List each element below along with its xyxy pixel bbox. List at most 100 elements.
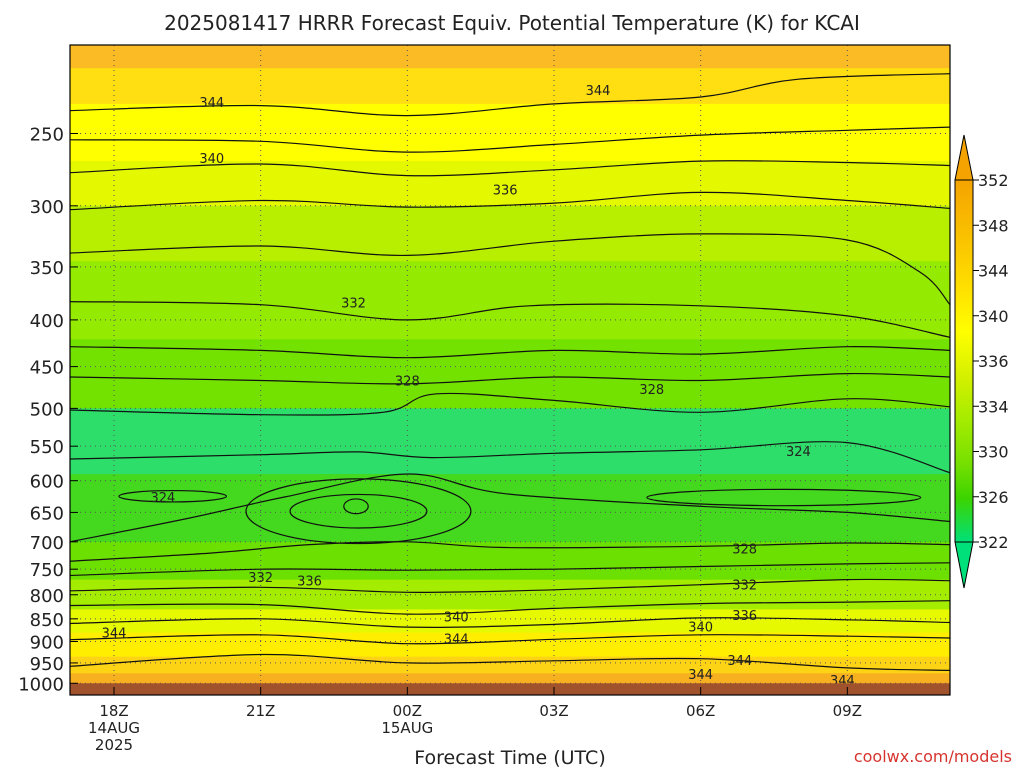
contour-line-1: [70, 126, 950, 153]
fill-band-6: [70, 339, 950, 409]
contour-label-11: 336: [297, 575, 322, 590]
closed-contour-2: [343, 498, 369, 515]
contour-label-6: 328: [639, 383, 664, 398]
contour-label-16: 344: [102, 627, 127, 642]
y-tick-label-950: 950: [30, 654, 64, 675]
closed-contour-3: [118, 489, 228, 503]
ground-surface: [70, 683, 950, 695]
contour-line-15: [70, 617, 950, 628]
y-tick-label-250: 250: [30, 124, 64, 145]
x-axis-label: Forecast Time (UTC): [414, 747, 605, 768]
colorbar: 352 348 344 340 336 334 330 326 322: [954, 134, 1009, 589]
contour-labels: 344 344 340 336 332 328 328 324 324 328 332 336 332 3…: [102, 84, 855, 689]
contour-label-1: 344: [199, 96, 224, 111]
contour-line-13: [70, 578, 950, 593]
y-tick-label-450: 450: [30, 358, 64, 379]
y-axis: 2503003504004505005506006507007508008509…: [18, 124, 78, 695]
colorbar-label-340: 340: [978, 307, 1009, 326]
fill-band-1: [70, 68, 950, 105]
credit-text: coolwx.com/models: [854, 747, 1012, 766]
colorbar-bottom-arrow: [954, 541, 974, 589]
x-tick-label-0-0: 18Z: [99, 702, 128, 720]
contour-label-0: 344: [586, 84, 611, 99]
contour-label-5: 328: [395, 374, 420, 389]
contour-label-17: 344: [444, 632, 469, 647]
y-tick-label-350: 350: [30, 258, 64, 279]
x-tick-label-0-2: 2025: [95, 736, 133, 754]
contour-label-2: 340: [199, 152, 224, 167]
contour-line-4: [70, 233, 950, 306]
x-tick-label-9-0: 03Z: [539, 702, 568, 720]
y-tick-label-700: 700: [30, 533, 64, 554]
colorbar-label-348: 348: [978, 216, 1009, 235]
x-tick-label-3-0: 21Z: [246, 702, 275, 720]
contour-label-19: 344: [688, 668, 713, 683]
colorbar-top-arrow: [954, 134, 974, 181]
contour-line-10: [70, 473, 950, 543]
contour-lines: [70, 73, 950, 671]
contour-line-3: [70, 191, 950, 211]
contour-label-12: 332: [732, 579, 757, 594]
colorbar-label-322: 322: [978, 533, 1009, 552]
contour-line-16: [70, 634, 950, 645]
chart-title: 2025081417 HRRR Forecast Equiv. Potentia…: [164, 11, 860, 35]
contour-label-9: 328: [732, 543, 757, 558]
contour-line-6: [70, 346, 950, 359]
contour-line-7: [70, 372, 950, 385]
y-tick-label-850: 850: [30, 610, 64, 631]
contour-line-9: [70, 441, 950, 474]
y-tick-label-750: 750: [30, 560, 64, 581]
closed-contour-4: [646, 488, 922, 507]
colorbar-label-326: 326: [978, 488, 1009, 507]
contour-label-4: 332: [341, 297, 366, 312]
colorbar-label-352: 352: [978, 171, 1009, 190]
contour-line-17: [70, 653, 950, 671]
fill-band-13: [70, 656, 950, 674]
contour-line-5: [70, 301, 950, 338]
contour-line-8: [70, 392, 950, 416]
y-tick-label-1000: 1000: [18, 674, 64, 695]
y-tick-label-550: 550: [30, 437, 64, 458]
colorbar-label-334: 334: [978, 397, 1009, 416]
colorbar-body: [954, 179, 974, 543]
x-tick-label-6-0: 00Z: [393, 702, 422, 720]
x-tick-label-15-0: 09Z: [833, 702, 862, 720]
colorbar-label-336: 336: [978, 352, 1009, 371]
contour-label-13: 336: [732, 609, 757, 624]
contour-label-7: 324: [150, 491, 175, 506]
y-tick-label-650: 650: [30, 503, 64, 524]
x-tick-label-0-1: 14AUG: [88, 719, 140, 737]
contour-label-14: 340: [444, 610, 469, 625]
plot-frame: [69, 44, 951, 696]
contour-line-14: [70, 600, 950, 615]
color-fill-bands: [70, 45, 950, 684]
y-tick-label-600: 600: [30, 472, 64, 493]
contour-line-2: [70, 160, 950, 177]
fill-band-8: [70, 474, 950, 543]
contour-label-15: 340: [688, 621, 713, 636]
colorbar-label-344: 344: [978, 262, 1009, 281]
contour-line-0: [70, 73, 950, 117]
closed-contour-1: [289, 493, 428, 529]
contour-label-18: 344: [727, 654, 752, 669]
x-tick-label-6-1: 15AUG: [381, 719, 433, 737]
y-tick-label-400: 400: [30, 311, 64, 332]
fill-band-0: [70, 45, 950, 69]
y-tick-label-800: 800: [30, 586, 64, 607]
fill-band-5: [70, 261, 950, 340]
contour-line-12: [70, 562, 950, 577]
colorbar-label-330: 330: [978, 443, 1009, 462]
contour-label-8: 324: [786, 445, 811, 460]
contour-line-11: [70, 541, 950, 562]
contour-label-3: 336: [493, 184, 518, 199]
fill-band-11: [70, 609, 950, 634]
fill-band-4: [70, 205, 950, 262]
fill-band-3: [70, 161, 950, 207]
fill-band-9: [70, 541, 950, 581]
fill-band-14: [70, 673, 950, 684]
fill-band-12: [70, 632, 950, 658]
fill-band-7: [70, 408, 950, 475]
y-tick-label-900: 900: [30, 632, 64, 653]
